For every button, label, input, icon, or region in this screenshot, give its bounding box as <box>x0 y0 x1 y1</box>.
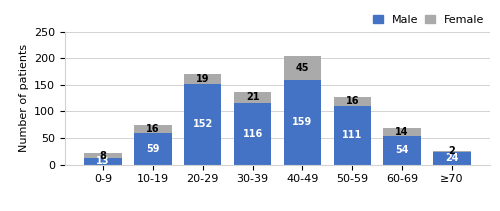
Text: 14: 14 <box>396 127 409 137</box>
Y-axis label: Number of patients: Number of patients <box>18 44 28 152</box>
Bar <box>234 92 272 103</box>
Bar <box>384 136 421 165</box>
Bar <box>134 133 172 165</box>
Text: 16: 16 <box>146 124 160 134</box>
Text: 159: 159 <box>292 117 312 127</box>
Bar <box>334 97 371 106</box>
Text: 116: 116 <box>242 129 262 139</box>
Bar <box>184 74 222 84</box>
Text: 19: 19 <box>196 74 209 84</box>
Text: 152: 152 <box>192 119 213 129</box>
Text: 8: 8 <box>100 150 106 161</box>
Bar <box>384 128 421 136</box>
Text: 54: 54 <box>396 145 409 155</box>
Bar <box>134 125 172 133</box>
Bar <box>284 56 321 80</box>
Bar <box>184 84 222 165</box>
Bar <box>334 106 371 165</box>
Text: 21: 21 <box>246 92 260 102</box>
Text: 59: 59 <box>146 144 160 154</box>
Text: 24: 24 <box>445 153 458 163</box>
Legend: Male, Female: Male, Female <box>373 15 484 25</box>
Bar <box>434 151 470 152</box>
Text: 13: 13 <box>96 156 110 166</box>
Bar <box>284 80 321 165</box>
Bar <box>234 103 272 165</box>
Bar <box>84 153 122 158</box>
Text: 16: 16 <box>346 96 359 106</box>
Bar <box>84 158 122 165</box>
Text: 45: 45 <box>296 63 309 73</box>
Bar <box>434 152 470 165</box>
Text: 111: 111 <box>342 130 362 140</box>
Text: 2: 2 <box>448 146 456 156</box>
